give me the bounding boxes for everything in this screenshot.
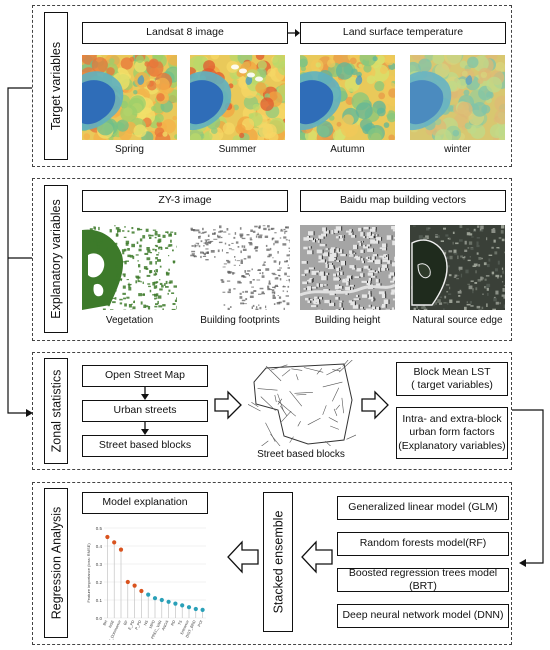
season-caption-summer: Summer <box>218 144 257 155</box>
chart-x-tick: TS <box>177 619 183 626</box>
chart-x-tick: MPD <box>149 619 156 629</box>
chart-point <box>200 607 205 612</box>
chart-x-tick: BH <box>102 620 108 627</box>
feature-importance-chart: 0.0 0.1 0.2 0.3 0.4 0.5 Feature importance (lo… <box>82 520 212 640</box>
land-surface-temperature-box: Land surface temperature <box>300 22 506 44</box>
zonal-statistics-section <box>32 352 512 470</box>
chart-point <box>186 605 192 610</box>
chart-y-tick: 0.5 <box>96 526 103 531</box>
chart-point <box>152 596 158 601</box>
chart-y-label: Feature importance (loss: RMSE) <box>86 543 91 603</box>
explanatory-variables-label: Explanatory variables <box>44 185 68 333</box>
chart-y-tick: 0.0 <box>96 616 103 621</box>
dnn-model-box: Deep neural network model (DNN) <box>337 604 509 628</box>
chart-point <box>180 603 185 608</box>
rf-model-box: Random forests model(RF) <box>337 532 509 556</box>
natural-source-edge-map <box>410 225 505 310</box>
landsat-image-box: Landsat 8 image <box>82 22 288 44</box>
chart-x-tick: NS <box>143 619 149 626</box>
target-variables-label: Target variables <box>44 12 68 160</box>
zy3-image-box: ZY-3 image <box>82 190 288 212</box>
hollow-arrow-stacked-to-explain <box>227 540 259 574</box>
chart-x-tick: P_PD <box>134 620 142 631</box>
regression-analysis-section <box>32 482 512 645</box>
chart-point <box>146 592 151 597</box>
lst-map-summer <box>190 55 285 140</box>
target-variables-section <box>32 5 512 167</box>
chart-y-tick: 0.1 <box>96 598 103 603</box>
chart-point <box>159 597 164 603</box>
building-footprints-map <box>190 225 290 310</box>
caption-natural-source-edge: Natural source edge <box>412 315 503 326</box>
lst-map-autumn <box>300 55 395 140</box>
model-explanation-box: Model explanation <box>82 492 208 514</box>
lst-map-winter <box>410 55 505 140</box>
chart-point <box>166 599 171 604</box>
street-based-blocks-box: Street based blocks <box>82 435 208 457</box>
chart-point <box>132 583 137 588</box>
chart-x-tick: POI <box>197 620 203 628</box>
hollow-arrow-zonal-left <box>214 390 242 420</box>
caption-vegetation: Vegetation <box>105 315 154 326</box>
stacked-ensemble-box: Stacked ensemble <box>263 492 293 632</box>
caption-building-footprints: Building footprints <box>200 315 280 326</box>
glm-model-box: Generalized linear model (GLM) <box>337 496 509 520</box>
block-mean-lst-box: Block Mean LST ( target variables) <box>396 362 508 396</box>
vegetation-map <box>82 225 177 310</box>
chart-x-tick: Entrance <box>180 620 190 635</box>
down-arrow-1 <box>141 387 149 400</box>
chart-x-tick: BF <box>123 619 129 626</box>
building-height-map <box>300 225 395 310</box>
chart-x-tick: RD <box>170 619 176 626</box>
season-caption-winter: winter <box>444 144 471 155</box>
zonal-statistics-label: Zonal statistics <box>44 358 68 464</box>
brt-model-box: Boosted regression trees model (BRT) <box>337 567 509 592</box>
chart-point <box>125 579 130 585</box>
hollow-arrow-zonal-right <box>361 390 389 420</box>
season-caption-autumn: Autumn <box>330 144 365 155</box>
lst-map-spring <box>82 55 177 140</box>
urban-form-factors-box: Intra- and extra-block urban form factor… <box>396 407 508 459</box>
chart-y-tick: 0.4 <box>96 544 103 549</box>
chart-x-tick: NSE <box>108 619 115 628</box>
chart-y-tick: 0.3 <box>96 562 103 567</box>
baidu-building-vectors-box: Baidu map building vectors <box>300 190 506 212</box>
caption-building-height: Building height <box>314 315 381 326</box>
urban-streets-box: Urban streets <box>82 400 208 422</box>
chart-point <box>118 547 124 552</box>
explanatory-variables-section <box>32 178 512 341</box>
chart-point <box>105 534 110 540</box>
street-blocks-map-caption: Street based blocks <box>257 449 345 460</box>
chart-x-tick: ANOA <box>161 619 169 631</box>
chart-point <box>112 540 117 545</box>
landsat-to-lst-arrow <box>287 29 300 37</box>
down-arrow-2 <box>141 422 149 435</box>
chart-x-tick: DIST_BRD <box>185 620 197 639</box>
chart-point <box>193 606 198 612</box>
chart-point <box>173 601 178 606</box>
hollow-arrow-models-to-stacked <box>301 540 333 574</box>
open-street-map-box: Open Street Map <box>82 365 208 387</box>
street-blocks-map <box>248 360 356 446</box>
season-caption-spring: Spring <box>115 144 144 155</box>
chart-y-tick: 0.2 <box>96 580 103 585</box>
chart-point <box>139 588 144 594</box>
regression-analysis-label: Regression Analysis <box>44 488 68 638</box>
chart-x-tick: E_PD <box>128 620 136 631</box>
